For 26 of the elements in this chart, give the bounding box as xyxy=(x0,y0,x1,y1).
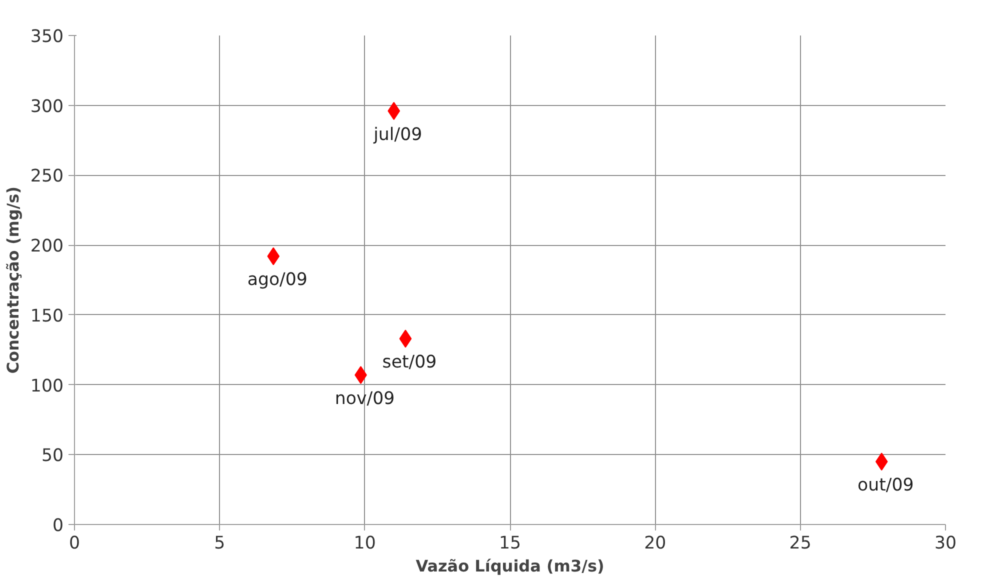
y-tick-label: 350 xyxy=(30,27,64,47)
point xyxy=(388,102,400,120)
annotation: ago/09 xyxy=(247,270,308,290)
y-tick-label: 50 xyxy=(41,446,64,466)
x-axis-title: Vazão Líquida (m3/s) xyxy=(416,556,604,576)
x-tick-label: 5 xyxy=(214,534,226,554)
y-tick-label: 250 xyxy=(30,166,64,187)
x-tick-label: 0 xyxy=(68,534,80,554)
x-tick-label: 10 xyxy=(354,534,376,554)
annotation: nov/09 xyxy=(334,389,395,410)
point xyxy=(267,247,280,266)
annotation: out/09 xyxy=(857,476,914,496)
point xyxy=(399,330,412,348)
y-tick-label: 0 xyxy=(52,516,64,536)
x-tick-label: 30 xyxy=(934,534,957,554)
y-tick-label: 200 xyxy=(30,236,64,257)
annotation: jul/09 xyxy=(372,124,422,145)
x-tick-label: 25 xyxy=(789,534,812,554)
y-axis-title: Concentração (mg/s) xyxy=(3,186,22,374)
y-tick-label: 300 xyxy=(30,96,64,117)
y-tick-label: 150 xyxy=(30,306,64,326)
point xyxy=(875,452,888,471)
x-tick-label: 15 xyxy=(498,534,522,554)
annotation: set/09 xyxy=(382,352,437,373)
y-tick-label: 100 xyxy=(30,376,64,396)
x-tick-label: 20 xyxy=(644,534,666,554)
